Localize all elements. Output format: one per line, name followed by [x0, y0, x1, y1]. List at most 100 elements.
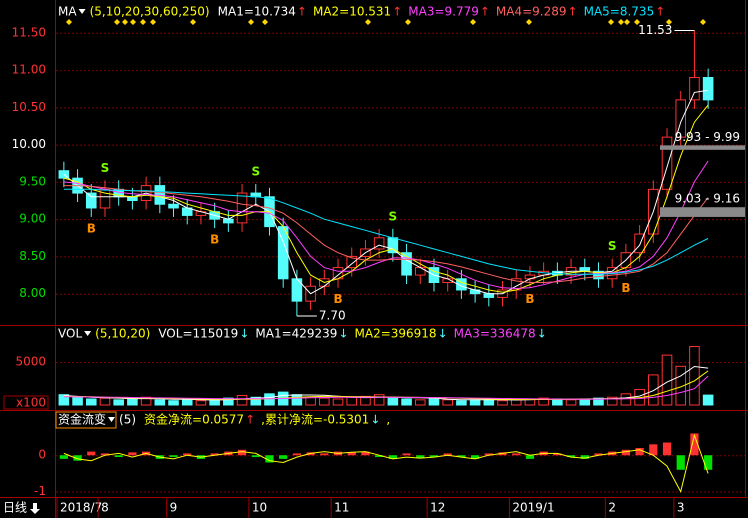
- candle-body: [414, 267, 426, 276]
- trade-signal: S: [608, 239, 617, 253]
- candle-body: [675, 99, 687, 138]
- flow-bar: [114, 455, 123, 458]
- flow-bar: [649, 444, 658, 456]
- trade-signal: S: [251, 165, 260, 179]
- volume-bar: [58, 394, 70, 406]
- legend-label: 资金净流=0.0577: [144, 412, 244, 427]
- volume-bar: [236, 395, 248, 406]
- legend-label: MA2=396918: [355, 327, 437, 341]
- volume-bar: [250, 396, 262, 406]
- ma-line: [63, 188, 709, 275]
- x-tick-label: 3: [677, 501, 685, 515]
- candle-body: [223, 218, 234, 224]
- volume-bar: [565, 399, 577, 406]
- y-tick-label: 10.50: [12, 100, 46, 114]
- volume-bar: [72, 396, 83, 406]
- indicator-name: 资金流变: [58, 412, 106, 427]
- period-label[interactable]: 日线: [3, 501, 27, 515]
- flow-bar: [429, 455, 439, 458]
- legend-arrow: ↑: [245, 413, 255, 427]
- flow-bar: [320, 453, 329, 456]
- candle-body: [346, 255, 358, 269]
- candle-body: [702, 77, 714, 101]
- period-arrow: [30, 503, 40, 514]
- unit-label: x100: [16, 396, 46, 410]
- indicator-params: (5,10,20): [95, 327, 150, 341]
- volume-bar: [401, 398, 412, 406]
- x-tick-label: 12: [430, 501, 445, 515]
- flow-bar: [512, 453, 521, 456]
- x-tick-label: 2018/7: [60, 501, 102, 515]
- flow-bar: [525, 455, 535, 459]
- flow-bar: [279, 455, 288, 459]
- legend-label: MA3=9.779: [408, 5, 479, 19]
- legend-label: MA3=336478: [454, 327, 536, 341]
- flow-bar: [183, 453, 192, 456]
- event-markers: [66, 19, 706, 25]
- x-tick-label: 8: [101, 501, 109, 515]
- ma-line: [63, 104, 709, 293]
- candle-body: [634, 233, 645, 254]
- y-tick-label: 0: [38, 448, 46, 462]
- y-tick-label: 10.00: [12, 137, 46, 151]
- flow-bar: [361, 451, 370, 456]
- unit-box: [3, 395, 49, 410]
- x-tick-label: 11: [334, 501, 349, 515]
- volume-bar: [373, 394, 385, 406]
- volume-bar: [593, 397, 604, 406]
- volume-bar: [291, 394, 303, 406]
- volume-bar: [414, 399, 426, 406]
- volume-bar: [497, 400, 508, 406]
- trade-signal: S: [101, 161, 110, 175]
- dropdown-arrow: [78, 9, 86, 14]
- indicator-params: (5,10,20,30,60,250): [90, 5, 210, 19]
- dropdown-arrow: [108, 417, 116, 422]
- volume-bar: [428, 398, 440, 406]
- volume-bar: [154, 399, 166, 406]
- flow-bar: [402, 453, 411, 456]
- volume-bar: [195, 400, 207, 406]
- price-range: [660, 145, 745, 150]
- candle-body: [593, 270, 604, 280]
- volume-bar: [510, 399, 522, 406]
- flow-line: [63, 433, 709, 493]
- range-label: 9.93 - 9.99: [675, 130, 740, 144]
- volume-bar: [332, 398, 344, 406]
- volume-bar: [648, 374, 659, 406]
- volume-bar: [346, 396, 358, 406]
- candle-body: [579, 267, 591, 272]
- flow-bar: [251, 455, 260, 458]
- flow-bar: [265, 455, 274, 463]
- candle-body: [373, 237, 385, 250]
- flow-bar: [443, 453, 452, 456]
- y-tick-label: 5000: [15, 355, 46, 369]
- legend-label: MA5=8.735: [584, 5, 655, 19]
- indicator-box: [55, 411, 117, 429]
- x-tick-label: 9: [170, 501, 178, 515]
- volume-bar: [702, 394, 714, 406]
- legend-arrow: ↓: [239, 327, 249, 341]
- volume-bar: [469, 399, 481, 406]
- volume-bar: [387, 397, 399, 406]
- flow-bar: [580, 455, 589, 459]
- trade-signal: S: [389, 209, 398, 223]
- dropdown-arrow: [84, 331, 92, 336]
- trade-signal: B: [525, 292, 534, 306]
- flow-bar: [676, 455, 685, 470]
- flow-bar: [690, 433, 699, 456]
- volume-bar: [305, 396, 316, 406]
- candle-body: [689, 77, 700, 101]
- legend-arrow: ↑: [297, 5, 307, 19]
- y-tick-label: 11.00: [12, 63, 46, 77]
- legend-arrow: ↑: [392, 5, 402, 19]
- y-tick-label: 8.50: [19, 249, 46, 263]
- y-tick-label: 8.00: [19, 286, 46, 300]
- x-tick-label: 10: [252, 501, 267, 515]
- indicator-name: VOL: [58, 327, 82, 341]
- flow-bar: [73, 455, 82, 461]
- volume-bar: [620, 393, 632, 406]
- legend-arrow: ↑: [568, 5, 578, 19]
